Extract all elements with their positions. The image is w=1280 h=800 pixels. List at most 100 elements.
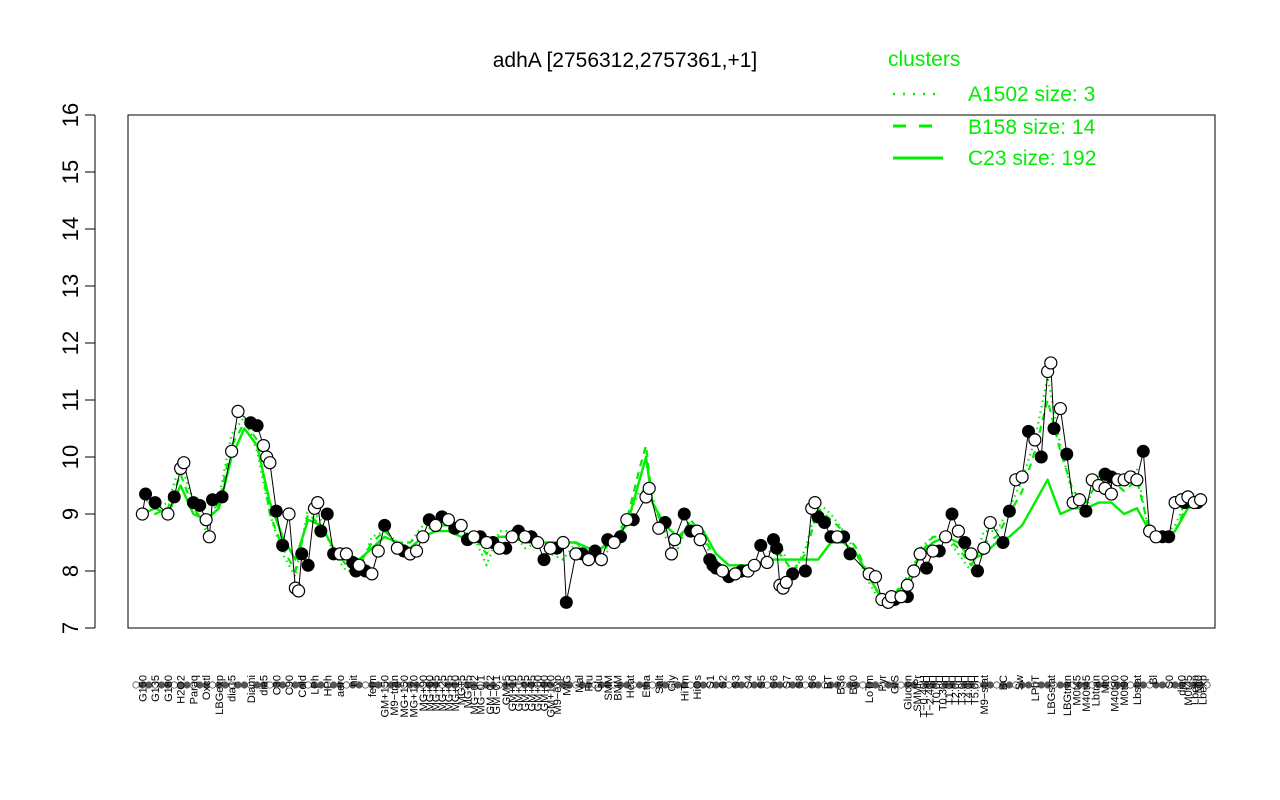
x-tick-label: C90 [284,675,296,695]
x-tick-label: Mt0 [1193,675,1205,693]
data-point-open [1104,487,1118,501]
x-tick-label: Etha [641,674,653,698]
data-point-open [900,578,914,592]
x-tick-label: Salt [654,675,666,694]
legend-title: clusters [888,48,960,71]
x-tick-label: GM+25 [520,675,532,711]
x-tick-label: ferm [367,675,379,697]
x-tick-label: HiTm [679,675,691,701]
data-point-filled [677,507,691,521]
data-point-open [263,456,277,470]
x-tick-label: M0t90 [1119,675,1131,706]
data-point-open [939,530,953,544]
data-point-open [907,564,921,578]
x-tick-label: G/S [890,675,902,694]
data-point-filled [996,536,1010,549]
x-tick-label: M40t45 [1081,675,1093,712]
x-tick-label: BT [823,675,835,689]
chart-title: adhA [2756312,2757361,+1] [493,49,758,72]
x-tick-label: GM+15 [514,675,526,711]
x-tick-label: MG+45 [431,675,443,711]
x-tick-label: Mt0 [1100,675,1112,693]
x-tick-label: dia15 [227,675,239,702]
data-point-filled [167,490,181,504]
data-point-filled [843,547,857,561]
data-point-open [607,535,621,550]
points-layer [135,356,1208,609]
data-point-open [135,507,149,521]
data-point-open [1015,470,1029,484]
data-point-open [951,524,965,538]
x-tick-label: Paraq [188,675,200,704]
series-line-dotted [141,376,1201,607]
data-point-open [868,570,883,584]
data-point-filled [920,561,933,575]
data-point-filled [770,541,784,555]
x-tick-label: Heat [625,675,637,698]
data-point-open [652,521,666,535]
x-tick-label: M0t45 [1071,675,1083,706]
data-point-open [977,541,991,555]
x-tick-label: GM+90 [539,675,551,711]
observation-line [141,362,1201,604]
legend-entry-2: C23 size: 192 [968,147,1096,170]
data-point-open [177,456,191,470]
data-point-filled [250,419,264,433]
y-tick-label: 10 [58,445,83,469]
data-point-open [480,535,494,550]
data-point-open [441,513,455,527]
data-point-filled [818,516,831,530]
x-tick-label: MG+120 [408,675,420,718]
data-point-open [429,518,443,533]
x-tick-label: GM+120 [545,675,557,718]
x-tick-label: T3.0H [957,675,969,705]
x-tick-label: LPhT [1030,675,1042,702]
data-point-filled [945,507,959,521]
data-point-filled [215,490,229,504]
x-axis: G150 G135 G180 H2O2 Paraq Oxctl LBGexp dia15 Dia… [132,674,1211,718]
data-point-filled [314,524,328,538]
x-tick-label: MG−0.2 [469,675,481,714]
x-tick-label: HPh [322,675,334,696]
x-tick-label: SMMPr [912,675,924,712]
data-point-open [291,584,306,598]
data-point-open [467,530,481,544]
data-point-filled [1162,530,1176,544]
data-point-open [569,547,583,561]
data-point-open [728,567,742,581]
x-tick-label: MG−0.1 [475,675,487,714]
x-tick-label: Glu [593,675,605,692]
x-tick-label: S8 [794,675,806,688]
x-tick-label: GM+60 [533,675,545,711]
data-point-open [371,544,385,558]
x-tick-label: T0.30H [937,675,949,711]
legend-entry-1: B158 size: 14 [968,116,1096,139]
x-tick-label: S7 [781,675,793,688]
data-point-open [594,552,608,567]
data-point-open [1053,401,1067,416]
x-tick-label: Diami [246,675,258,703]
x-tick-label: M/G [561,675,573,696]
x-tick-label: aero [335,675,347,697]
data-point-filled [1136,444,1150,458]
x-tick-label: M0t45 [1183,675,1195,706]
x-tick-label: T2.0H [950,675,962,705]
x-tick-label: C30 [271,675,283,695]
x-tick-label: MG+25 [437,675,449,711]
data-point-open [1044,356,1058,370]
x-tick-label: GM+10 [507,675,519,711]
data-point-filled [148,496,162,510]
y-tick-label: 7 [58,622,83,634]
data-point-filled [1047,422,1061,435]
y-tick-label: 16 [58,103,83,127]
data-point-open [256,439,271,453]
data-point-filled [193,498,207,512]
x-tick-label: G150 [137,675,149,702]
x-tick-label: BMM [612,675,624,701]
x-tick-label: LoTm [864,675,876,703]
y-tick-label: 14 [58,217,83,241]
data-point-open [416,530,430,544]
data-point-open [894,590,908,604]
y-tick-label: 15 [58,160,83,184]
data-point-open [1130,473,1144,487]
